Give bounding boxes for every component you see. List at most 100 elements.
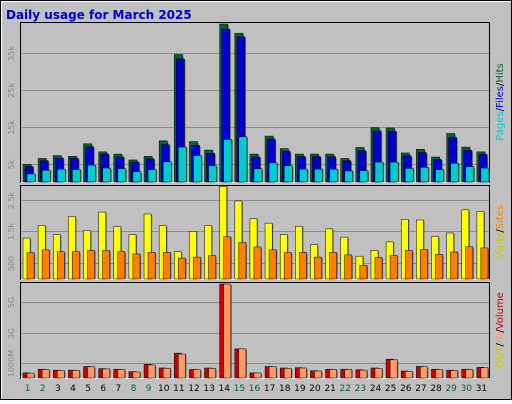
panel-legend: OUT/IN/Volume (495, 292, 506, 368)
bar-pages-20 (314, 168, 323, 183)
bar-sites-31 (480, 247, 489, 280)
day-label: 2 (40, 384, 46, 394)
legend-entry: Visits (495, 233, 506, 260)
bar-pages-26 (404, 168, 414, 183)
bar-in-23 (359, 369, 368, 379)
bar-pages-18 (283, 165, 293, 183)
day-label: 17 (264, 384, 275, 394)
bar-in-22 (344, 369, 353, 379)
bar-pages-28 (435, 169, 444, 183)
bar-in-20 (314, 370, 322, 379)
bar-visits-13 (204, 225, 212, 280)
y-tick-label: 5k (7, 159, 16, 169)
bar-sites-18 (283, 252, 292, 280)
y-tick-label: 3G (7, 328, 16, 339)
legend-entry: IN (495, 333, 506, 343)
bar-pages-12 (193, 155, 202, 183)
bar-pages-17 (268, 162, 278, 183)
bar-pages-11 (178, 146, 187, 183)
panel-legend: Visits/Sites (495, 205, 506, 259)
bar-sites-2 (41, 249, 50, 280)
bar-pages-3 (57, 168, 66, 183)
bar-sites-9 (147, 252, 156, 280)
bar-in-6 (102, 368, 111, 379)
legend-entry: Files (495, 86, 506, 108)
y-tick-label: 500 (7, 256, 16, 271)
bar-visits-9 (143, 213, 152, 280)
bar-in-17 (268, 366, 277, 379)
bar-in-25 (389, 359, 398, 379)
bar-in-21 (329, 369, 337, 379)
bar-visits-12 (189, 231, 197, 280)
day-label: 28 (430, 384, 442, 394)
bar-in-11 (178, 353, 186, 379)
day-label: 24 (370, 384, 382, 394)
bar-in-8 (132, 371, 141, 379)
day-label: 11 (173, 384, 184, 394)
day-label: 5 (85, 384, 91, 394)
day-label: 4 (70, 384, 76, 394)
bar-in-9 (147, 364, 156, 379)
bar-sites-16 (253, 246, 262, 280)
bar-sites-28 (435, 254, 443, 280)
visits_panel: 500 1.5k 2.5k Visits/Sites (7, 185, 506, 280)
bar-pages-25 (389, 161, 399, 183)
bar-in-7 (117, 369, 126, 379)
day-label: 12 (188, 384, 199, 394)
bar-sites-7 (117, 251, 126, 280)
bar-sites-10 (162, 252, 171, 280)
bar-in-1 (26, 372, 35, 379)
legend-entry: OUT (495, 346, 506, 368)
bar-pages-22 (344, 170, 354, 183)
bar-pages-24 (374, 161, 384, 183)
day-labels: 1 2 3 4 5 6 7 8 9 10 11 12 13 14 15 16 17 18 19 20 21 22 23 24 2… (25, 384, 487, 394)
bar-sites-26 (404, 250, 413, 280)
y-tick-label: 1000M (7, 350, 16, 377)
day-label: 6 (100, 384, 106, 394)
day-label: 8 (131, 384, 137, 394)
bar-pages-19 (299, 168, 308, 183)
bar-pages-5 (87, 164, 96, 183)
legend-entry: Volume (495, 292, 506, 329)
bar-in-15 (238, 348, 247, 379)
bar-sites-22 (344, 254, 353, 280)
bar-sites-20 (314, 256, 322, 280)
bar-in-2 (41, 369, 50, 379)
bar-sites-21 (329, 252, 337, 280)
bar-pages-13 (208, 165, 217, 183)
legend-entry: / (495, 229, 506, 233)
bar-visits-6 (98, 211, 107, 280)
day-label: 9 (146, 384, 152, 394)
bar-in-29 (450, 370, 458, 379)
bar-in-27 (420, 366, 428, 379)
panel-legend: Pages/Files/Hits (495, 63, 506, 141)
bar-pages-23 (359, 170, 369, 183)
bar-in-28 (435, 369, 443, 379)
day-label: 10 (158, 384, 170, 394)
day-label: 25 (385, 384, 396, 394)
bar-sites-13 (208, 255, 216, 280)
chart-panels: 5k15k25k35kPages/Files/Hits5001.5k2.5kVi… (7, 22, 506, 379)
bar-pages-21 (329, 168, 338, 183)
bar-pages-7 (117, 168, 127, 183)
y-tick-label: 25k (7, 83, 16, 98)
day-label: 13 (203, 384, 214, 394)
bar-sites-14 (223, 236, 232, 280)
bar-pages-30 (465, 166, 475, 183)
bar-pages-10 (162, 161, 172, 183)
bar-in-3 (57, 370, 65, 379)
y-tick-label: 5G (7, 297, 16, 308)
bar-sites-11 (178, 257, 186, 280)
bar-in-24 (374, 368, 383, 379)
bar-pages-15 (238, 136, 248, 183)
bar-pages-16 (253, 168, 263, 183)
legend-entry: / (495, 82, 506, 86)
bar-pages-9 (147, 169, 157, 183)
bar-visits-26 (400, 219, 409, 280)
y-tick-label: 2.5k (7, 191, 16, 209)
y-tick-label: 1.5k (7, 222, 16, 240)
legend-entry: Pages (495, 111, 506, 140)
bar-sites-6 (102, 250, 111, 280)
